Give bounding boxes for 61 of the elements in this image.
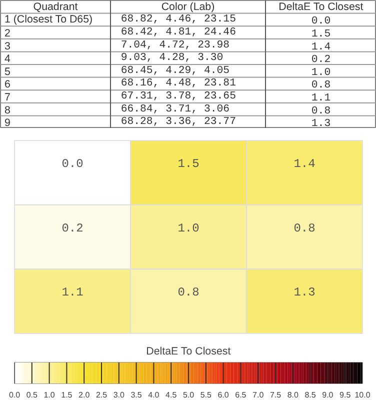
data-label: 1.1 (62, 286, 84, 300)
color-bar-label: 8.0 (287, 390, 300, 400)
text: 0.2 (311, 54, 331, 66)
text: 5 (4, 66, 10, 78)
text: 6 (4, 78, 10, 91)
text: 1.1 (311, 92, 331, 104)
text: 7 (4, 92, 10, 104)
text: 9 (4, 117, 10, 130)
color-bar-label: 7.5 (270, 390, 282, 400)
color-bar-label: 6.0 (218, 390, 230, 400)
color-bar-label: 10.0 (354, 390, 371, 400)
data-label: 1.5 (178, 157, 200, 172)
text: 7.04, 4.72, 23.98 (120, 39, 230, 52)
color-bar-label: 9.5 (340, 390, 352, 400)
text: 1.0 (311, 66, 331, 79)
color-bar-label: 1.0 (44, 390, 56, 400)
color-bar-label: 5.0 (182, 390, 195, 400)
data-label: 1.4 (294, 157, 316, 172)
text: 68.82, 4.46, 23.15 (120, 14, 236, 26)
color-bar-label: 0.5 (26, 390, 38, 400)
text: 2 (4, 28, 10, 40)
text: 0.8 (311, 105, 331, 118)
data-label: 0.0 (62, 157, 84, 172)
data-label: 1.0 (178, 221, 200, 236)
text: 1.3 (311, 118, 331, 130)
color-bar-label: 2.0 (78, 390, 90, 400)
color-bar-label: 3.0 (113, 390, 126, 400)
text: 1 (Closest To D65) (4, 14, 93, 26)
color-bar-label: 8.5 (304, 390, 316, 400)
data-label: 0.2 (62, 221, 84, 236)
color-bar-label: 5.5 (200, 390, 212, 400)
text: 66.84, 3.71, 3.06 (120, 103, 230, 116)
text: 9.03, 4.28, 3.30 (120, 52, 224, 64)
text: 1.5 (311, 28, 331, 40)
text: 68.45, 4.29, 4.05 (120, 64, 230, 77)
data-label: 0.8 (294, 221, 316, 236)
text: 67.31, 3.78, 23.65 (120, 90, 236, 102)
text: 68.16, 4.48, 23.81 (120, 78, 236, 90)
data-label: 1.3 (294, 286, 316, 300)
color-bar-label: 1.5 (61, 390, 73, 400)
color-bar-label: 9.0 (322, 390, 334, 400)
text: 0.8 (311, 80, 331, 92)
text: Color (Lab) (161, 0, 215, 13)
text: 8 (4, 104, 10, 116)
color-bar-label: 4.0 (148, 390, 160, 400)
color-bar-label: 2.5 (96, 390, 108, 400)
color-bar-label: 6.5 (235, 390, 247, 400)
color-bar-label: 0.0 (8, 390, 21, 400)
color-bar-label: 4.5 (166, 390, 178, 400)
text: DeltaE To Closest (278, 0, 364, 13)
text: 1.4 (311, 41, 331, 54)
text: Quadrant (33, 0, 78, 13)
text: 68.28, 3.36, 23.77 (120, 116, 236, 128)
color-bar-title: DeltaE To Closest (146, 346, 231, 358)
data-label: 0.8 (178, 286, 200, 300)
color-bar-label: 3.5 (130, 390, 142, 400)
color-bar-label: 7.0 (252, 390, 264, 400)
text: 0.0 (311, 16, 331, 28)
text: 3 (4, 40, 10, 52)
text: 4 (4, 53, 10, 66)
text: 68.42, 4.81, 24.46 (120, 26, 236, 38)
